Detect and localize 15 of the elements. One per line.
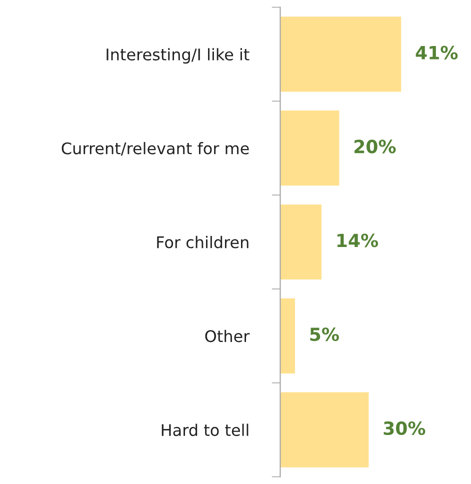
- y-tick-label: For children: [157, 236, 248, 248]
- bar: [280, 110, 340, 186]
- bar: [280, 392, 369, 468]
- data-label: 41%: [416, 46, 458, 60]
- y-tick-label: Hard to tell: [162, 424, 248, 436]
- y-tick-label: Interesting/I like it: [106, 48, 250, 64]
- data-label: 14%: [337, 234, 378, 248]
- bar: [280, 298, 295, 374]
- bar: [280, 16, 402, 92]
- data-label: 5%: [310, 327, 339, 342]
- y-tick-label: Current/relevant for me: [62, 142, 249, 156]
- data-label: 30%: [384, 421, 426, 436]
- bar: [280, 204, 322, 280]
- data-label: 20%: [354, 140, 396, 154]
- y-tick-label: Other: [205, 330, 250, 342]
